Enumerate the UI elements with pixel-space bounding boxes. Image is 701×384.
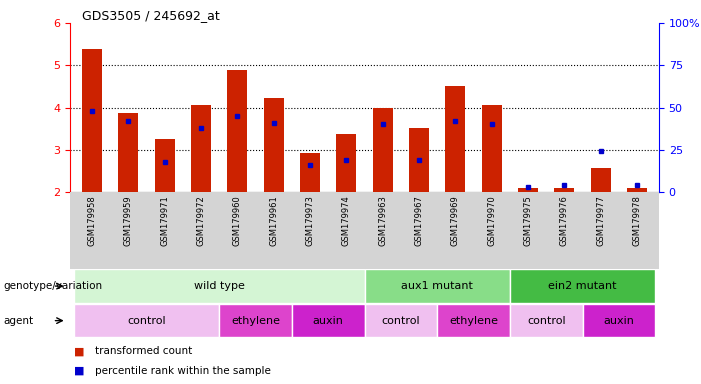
Text: GSM179967: GSM179967 xyxy=(414,195,423,246)
Text: auxin: auxin xyxy=(604,316,634,326)
Text: transformed count: transformed count xyxy=(95,346,192,356)
Text: GSM179969: GSM179969 xyxy=(451,195,460,246)
Bar xyxy=(437,304,510,337)
Text: GSM179958: GSM179958 xyxy=(88,195,97,246)
Bar xyxy=(365,304,437,337)
Bar xyxy=(74,270,365,303)
Text: percentile rank within the sample: percentile rank within the sample xyxy=(95,366,271,376)
Bar xyxy=(373,108,393,192)
Bar xyxy=(191,104,211,192)
Text: GSM179959: GSM179959 xyxy=(124,195,132,246)
Text: ■: ■ xyxy=(74,366,84,376)
Bar xyxy=(118,113,138,192)
Bar xyxy=(518,188,538,192)
Text: ethylene: ethylene xyxy=(449,316,498,326)
Bar xyxy=(82,49,102,192)
Text: agent: agent xyxy=(4,316,34,326)
Bar xyxy=(591,167,611,192)
Text: GSM179963: GSM179963 xyxy=(379,195,387,246)
Text: GSM179973: GSM179973 xyxy=(306,195,315,246)
Text: GSM179971: GSM179971 xyxy=(160,195,169,246)
Text: aux1 mutant: aux1 mutant xyxy=(401,281,473,291)
Bar xyxy=(300,153,320,192)
Bar xyxy=(292,304,365,337)
Text: GDS3505 / 245692_at: GDS3505 / 245692_at xyxy=(82,9,219,22)
Text: GSM179960: GSM179960 xyxy=(233,195,242,246)
Bar xyxy=(264,98,284,192)
Bar xyxy=(365,270,510,303)
Text: wild type: wild type xyxy=(193,281,245,291)
Text: control: control xyxy=(527,316,566,326)
Text: GSM179976: GSM179976 xyxy=(560,195,569,246)
Bar xyxy=(583,304,655,337)
Text: GSM179972: GSM179972 xyxy=(196,195,205,246)
Text: GSM179961: GSM179961 xyxy=(269,195,278,246)
Bar xyxy=(482,104,502,192)
Bar xyxy=(336,134,356,192)
Text: control: control xyxy=(381,316,420,326)
Bar xyxy=(74,304,219,337)
Text: GSM179975: GSM179975 xyxy=(524,195,533,246)
Text: ein2 mutant: ein2 mutant xyxy=(548,281,617,291)
Bar xyxy=(70,192,659,269)
Text: genotype/variation: genotype/variation xyxy=(4,281,102,291)
Bar xyxy=(627,188,647,192)
Bar xyxy=(445,86,465,192)
Text: GSM179974: GSM179974 xyxy=(342,195,350,246)
Bar xyxy=(155,139,175,192)
Text: ■: ■ xyxy=(74,346,84,356)
Bar xyxy=(409,128,429,192)
Text: control: control xyxy=(127,316,165,326)
Text: GSM179977: GSM179977 xyxy=(597,195,605,246)
Text: GSM179978: GSM179978 xyxy=(632,195,641,246)
Text: ethylene: ethylene xyxy=(231,316,280,326)
Bar xyxy=(554,188,574,192)
Bar xyxy=(219,304,292,337)
Bar xyxy=(510,270,655,303)
Text: GSM179970: GSM179970 xyxy=(487,195,496,246)
Bar xyxy=(510,304,583,337)
Text: auxin: auxin xyxy=(313,316,343,326)
Bar xyxy=(227,70,247,192)
